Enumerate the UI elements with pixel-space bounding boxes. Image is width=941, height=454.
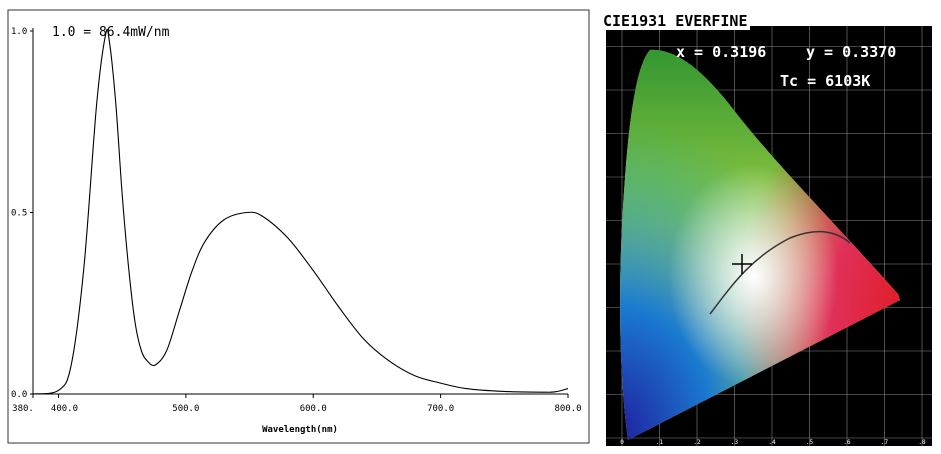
- cie-x-tick-label: .8: [918, 439, 926, 446]
- x-tick-label: 400.0: [51, 404, 78, 414]
- y-coordinate-readout: y = 0.3370: [806, 43, 897, 61]
- cie-x-tick-label: .2: [693, 439, 701, 446]
- chromaticity-point: [732, 254, 752, 274]
- spectrum-line: [32, 28, 569, 395]
- cie-x-tick-label: .6: [843, 439, 851, 446]
- planckian-locus: [709, 230, 851, 315]
- color-temperature-readout: Tc = 6103K: [780, 72, 871, 90]
- spectrum-frame: [7, 9, 590, 444]
- cie-x-tick-label: .4: [768, 439, 776, 446]
- x-tick-label: 500.0: [172, 404, 199, 414]
- cie-diagram: 0 .1 .2 .3 .4 .5 .6 .7 .8: [600, 8, 941, 454]
- cie-x-tick-label: .3: [731, 439, 739, 446]
- y-tick-label: 0.5: [11, 209, 27, 219]
- cie-title: CIE1931 EVERFINE: [601, 12, 750, 30]
- spectrum-chart: 380. 400.0 500.0 600.0 700.0 800.0 0.0 0.5 1.0 …: [7, 9, 590, 444]
- y-tick-label: 1.0: [11, 27, 27, 37]
- cie-x-tick-label: 0: [620, 439, 624, 446]
- x-tick-label: 800.0: [554, 404, 581, 414]
- scale-annotation: 1.0 = 86.4mW/nm: [52, 25, 170, 40]
- x-coordinate-readout: x = 0.3196: [676, 43, 767, 61]
- cie-x-tick-label: .1: [656, 439, 664, 446]
- x-tick-label: 380.: [12, 404, 34, 414]
- x-axis-label: Wavelength(nm): [262, 425, 338, 435]
- x-tick-label: 600.0: [300, 404, 327, 414]
- cie-x-tick-label: .7: [881, 439, 889, 446]
- x-tick-label: 700.0: [427, 404, 454, 414]
- y-tick-label: 0.0: [11, 390, 27, 400]
- cie-x-tick-label: .5: [806, 439, 814, 446]
